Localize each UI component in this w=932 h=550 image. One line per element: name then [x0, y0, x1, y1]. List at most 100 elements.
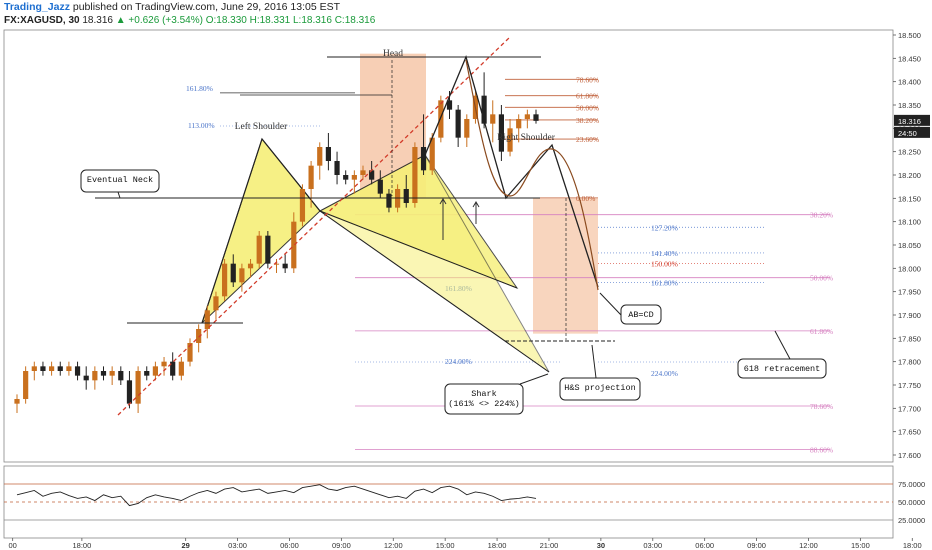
x-tick-label: 03:00: [228, 541, 247, 550]
candle-body: [282, 263, 288, 269]
candle-body: [481, 95, 487, 124]
shark-leg-a: [319, 210, 518, 289]
candle-body: [187, 343, 193, 362]
candle-body: [40, 366, 46, 371]
candle-body: [83, 375, 89, 381]
hs-projection-callout-pointer: [591, 344, 597, 379]
candle-body: [533, 114, 539, 121]
candle-body: [92, 371, 98, 381]
shark-callout-text: (161% <> 224%): [448, 399, 519, 409]
y-tick-label: 18.050: [898, 241, 921, 250]
x-tick-label: 06:00: [695, 541, 714, 550]
fib-level-label: 88.60%: [810, 445, 833, 454]
published-text: published on TradingView.com, June 29, 2…: [72, 1, 341, 13]
author-link[interactable]: Trading_Jazz: [4, 1, 70, 13]
eventual-neck-callout-box[interactable]: [80, 169, 160, 193]
candle-body: [126, 380, 133, 404]
fib-level-label: 50.00%: [576, 103, 599, 112]
candle-body: [230, 263, 236, 283]
x-tick-label: 18:00: [488, 541, 507, 550]
abcd-fib-label: 161.80%: [651, 278, 678, 287]
y-tick-label: 17.850: [898, 334, 921, 343]
y-tick-label: 18.250: [898, 148, 921, 157]
fib-level-label: 50.00%: [810, 274, 833, 283]
symbol-label: FX:XAGUSD, 30: [4, 15, 80, 26]
hs-projection-callout[interactable]: H&S projection: [559, 344, 641, 401]
y-tick-label: 17.700: [898, 404, 921, 413]
abcd-callout-pointer: [599, 292, 622, 316]
candle-body: [334, 161, 340, 175]
arrowhead-right-icon: [472, 201, 480, 208]
osc-level-label: 50.0000: [898, 498, 925, 507]
chart-header: Trading_Jazz published on TradingView.co…: [0, 0, 932, 28]
change-up-icon: ▲: [115, 15, 126, 26]
candle-body: [490, 114, 496, 124]
fib-level-label: 38.20%: [576, 116, 599, 125]
candle-body: [213, 296, 219, 311]
left-shoulder-legs: [201, 137, 321, 324]
candle-body: [299, 189, 306, 222]
shark-callout[interactable]: Shark(161% <> 224%): [444, 373, 549, 415]
candle-body: [31, 366, 37, 371]
x-tick-label: 12:00: [799, 541, 818, 550]
candle-body: [412, 147, 418, 203]
fib-level-label: 61.80%: [810, 327, 833, 336]
shark-fib-224-label: 224.00%: [445, 357, 472, 366]
y-tick-label: 17.950: [898, 288, 921, 297]
abcd-fib-label: 127.20%: [651, 223, 678, 232]
header-line-publish: Trading_Jazz published on TradingView.co…: [4, 1, 340, 14]
shark-callout-pointer: [519, 373, 549, 385]
eventual-neck-callout-pointer: [117, 191, 121, 199]
x-tick-label: 06:00: [280, 541, 299, 550]
retracement-callout-box[interactable]: [737, 358, 827, 379]
candle-body: [438, 100, 444, 138]
retracement-callout[interactable]: 618 retracement: [737, 330, 827, 379]
x-tick-label: 00: [9, 541, 17, 550]
x-tick-label: 18:00: [72, 541, 91, 550]
x-tick-label: 29: [182, 541, 190, 550]
candle-body: [57, 366, 63, 371]
y-tick-label: 17.600: [898, 451, 921, 460]
eventual-neck-callout[interactable]: Eventual Neck: [80, 169, 160, 199]
x-tick-label: 09:00: [747, 541, 766, 550]
retracement-callout-text: 618 retracement: [744, 364, 821, 374]
y-tick-label: 17.800: [898, 358, 921, 367]
candle-body: [498, 114, 504, 152]
candle-body: [308, 165, 314, 189]
fib-level-label: 23.60%: [576, 135, 599, 144]
candle-body: [204, 310, 210, 329]
x-tick-label: 30: [597, 541, 605, 550]
shark-callout-box[interactable]: [444, 383, 524, 415]
candle-body: [464, 119, 470, 138]
shark-leg-b: [319, 210, 550, 373]
candle-body: [74, 366, 81, 376]
candle-body: [343, 175, 349, 180]
candle-body: [325, 147, 331, 161]
x-tick-label: 12:00: [384, 541, 403, 550]
x-tick-label: 21:00: [540, 541, 559, 550]
candle-body: [49, 366, 55, 371]
candle-body: [170, 361, 176, 376]
y-tick-label: 17.750: [898, 381, 921, 390]
abcd-fib-label: 141.40%: [651, 249, 678, 258]
candle-body: [369, 170, 375, 180]
left-fib-161-label: 161.80%: [186, 84, 213, 93]
candle-body: [351, 175, 357, 180]
last-price: 18.316: [82, 15, 113, 26]
right-shoulder-label: Right Shoulder: [497, 133, 556, 143]
candle-body: [118, 371, 124, 381]
countdown-tag: [894, 126, 930, 138]
candle-body: [446, 100, 453, 110]
candle-body: [265, 235, 271, 264]
candle-body: [14, 399, 20, 404]
hs-projection-callout-box[interactable]: [559, 377, 641, 401]
y-tick-label: 18.350: [898, 101, 921, 110]
oscillator-line: [16, 484, 537, 507]
abcd-callout[interactable]: AB=CD: [599, 292, 662, 325]
candle-body: [291, 221, 297, 269]
y-tick-label: 18.000: [898, 264, 921, 273]
candle-body: [360, 170, 366, 175]
y-tick-label: 18.100: [898, 218, 921, 227]
candle-body: [161, 361, 167, 367]
